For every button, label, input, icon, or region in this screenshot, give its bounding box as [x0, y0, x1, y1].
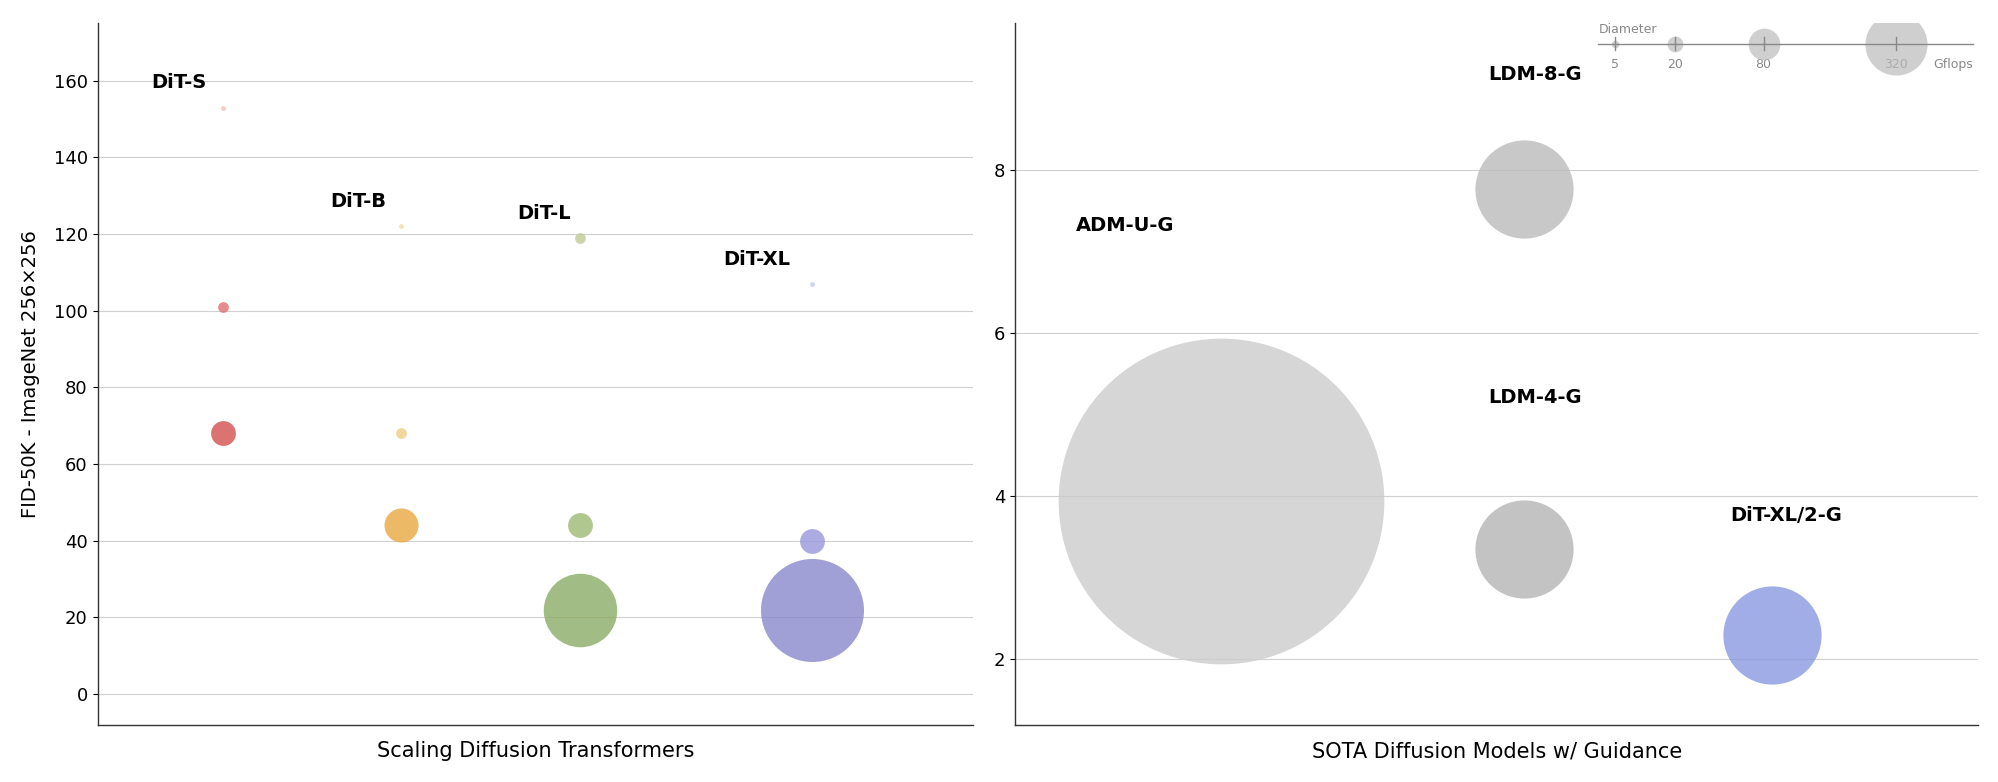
Text: Diameter: Diameter — [1598, 23, 1656, 35]
Text: ADM-U-G: ADM-U-G — [1075, 217, 1173, 235]
Point — [1754, 629, 1786, 641]
Point — [206, 300, 238, 313]
Point — [1878, 38, 1910, 50]
Text: DiT-B: DiT-B — [330, 192, 386, 211]
X-axis label: SOTA Diffusion Models w/ Guidance: SOTA Diffusion Models w/ Guidance — [1311, 741, 1680, 761]
Point — [795, 603, 827, 615]
Point — [386, 221, 418, 233]
Point — [206, 102, 238, 114]
Text: 80: 80 — [1754, 58, 1770, 70]
Point — [795, 278, 827, 290]
Point — [386, 519, 418, 532]
Point — [563, 519, 595, 532]
Point — [1746, 38, 1778, 50]
Text: DiT-S: DiT-S — [152, 74, 206, 92]
Y-axis label: FID-50K - ImageNet 256×256: FID-50K - ImageNet 256×256 — [20, 230, 40, 518]
Text: 20: 20 — [1666, 58, 1682, 70]
Point — [795, 534, 827, 547]
Point — [1658, 38, 1690, 50]
Text: LDM-8-G: LDM-8-G — [1489, 66, 1580, 84]
Point — [1598, 38, 1630, 50]
Point — [1205, 495, 1237, 508]
Text: DiT-XL: DiT-XL — [723, 249, 789, 268]
Text: Gflops: Gflops — [1932, 58, 1972, 70]
Point — [1506, 182, 1538, 195]
Text: DiT-XL/2-G: DiT-XL/2-G — [1730, 506, 1842, 525]
Point — [1506, 543, 1538, 555]
Text: DiT-L: DiT-L — [517, 203, 571, 223]
Point — [563, 603, 595, 615]
Point — [386, 427, 418, 439]
Point — [206, 427, 238, 439]
Text: 320: 320 — [1882, 58, 1906, 70]
X-axis label: Scaling Diffusion Transformers: Scaling Diffusion Transformers — [376, 741, 693, 761]
Text: 5: 5 — [1610, 58, 1618, 70]
Text: LDM-4-G: LDM-4-G — [1489, 388, 1580, 407]
Point — [563, 231, 595, 244]
